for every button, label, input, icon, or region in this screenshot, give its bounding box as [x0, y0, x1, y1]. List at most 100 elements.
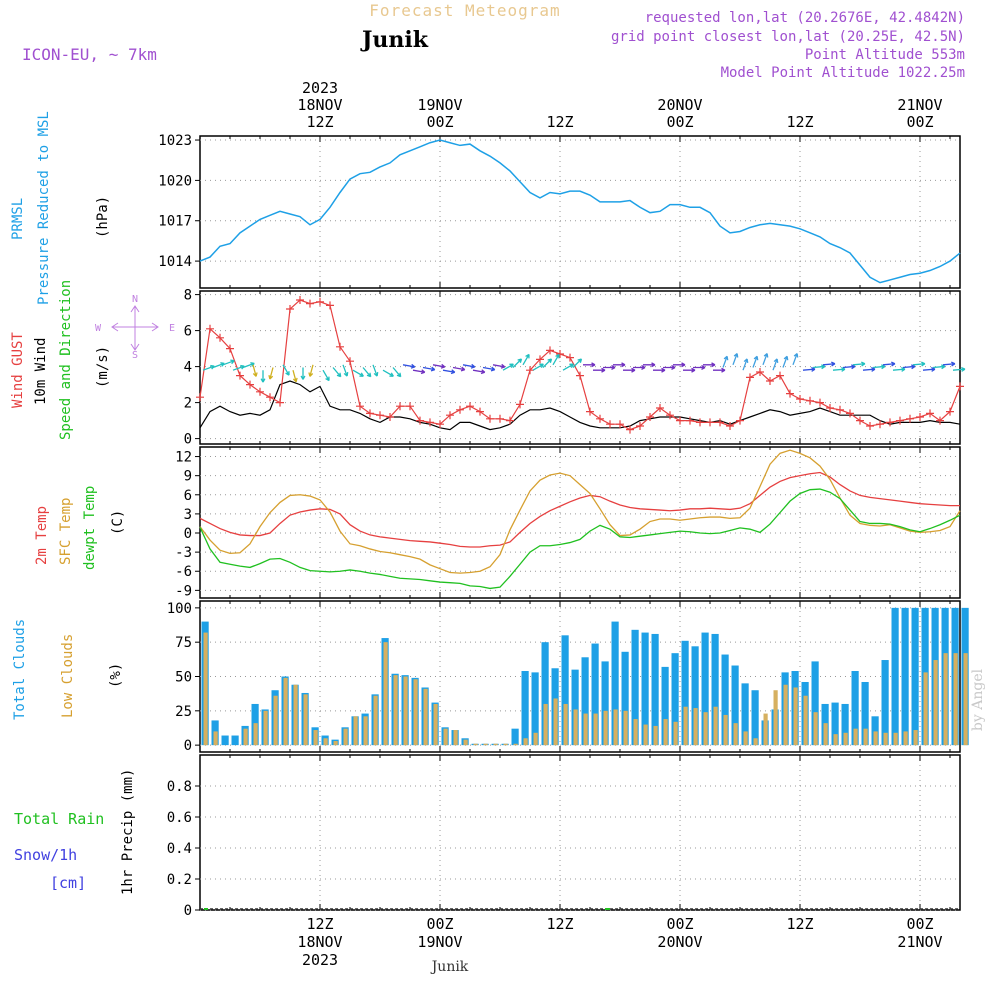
y-tick-label: 25	[175, 704, 192, 720]
bottom-time-label: 12Z	[786, 915, 813, 933]
gust-marker	[236, 371, 244, 380]
wind-direction-arrow	[392, 367, 402, 378]
gust-marker	[436, 420, 444, 429]
gust-marker	[956, 382, 964, 391]
panel-frame	[199, 754, 961, 911]
y-tick-label: 4	[184, 360, 192, 376]
gust-marker	[386, 413, 394, 421]
panel-frame	[199, 446, 961, 599]
wind-direction-arrow	[812, 364, 826, 370]
total-cloud-bar	[861, 681, 869, 746]
wind-direction-arrow	[643, 362, 656, 368]
gust-marker	[686, 416, 694, 425]
gust-marker	[626, 425, 634, 434]
wind-direction-arrow	[872, 364, 886, 370]
low-cloud-bar	[693, 708, 698, 746]
ylabel-sfc: SFC Temp	[58, 498, 74, 565]
total-cloud-bar	[741, 683, 749, 746]
y-tick-label: 1023	[158, 133, 192, 149]
wind-direction-arrow	[713, 367, 726, 373]
ylabel-snow: Snow/1h	[14, 846, 77, 864]
y-tick-label: 1020	[158, 173, 192, 189]
gust-marker	[496, 414, 504, 423]
low-cloud-bar	[303, 694, 308, 746]
gridpoint-coords: grid point closest lon,lat (20.25E, 42.5…	[611, 29, 965, 45]
low-cloud-bar	[363, 716, 368, 746]
wind-direction-arrow	[422, 366, 436, 372]
wind-direction-arrow	[300, 367, 306, 380]
credit-watermark: by Angel	[970, 668, 986, 731]
low-cloud-bar	[783, 684, 788, 746]
wind-direction-arrow	[782, 355, 789, 368]
wind-direction-arrow	[342, 364, 349, 377]
wind-direction-arrow	[402, 363, 416, 369]
low-cloud-bar	[583, 713, 588, 746]
wind-direction-arrow	[822, 361, 836, 367]
gust-marker	[566, 353, 574, 362]
low-cloud-bar	[603, 710, 608, 746]
low-cloud-bar	[543, 703, 548, 746]
wind-direction-arrow	[332, 367, 342, 378]
y-tick-label: -3	[175, 545, 192, 561]
wind-direction-arrow	[742, 358, 749, 371]
total-cloud-bar	[891, 607, 899, 746]
total-cloud-bar	[651, 633, 659, 746]
total-cloud-bar	[581, 657, 589, 746]
y-tick-label: 1017	[158, 214, 192, 230]
bottom-time-label: 19NOV	[417, 933, 462, 951]
wind-direction-arrow	[613, 362, 626, 368]
ylabel-low-clouds: Low Clouds	[60, 634, 76, 718]
low-cloud-bar	[953, 653, 958, 746]
low-cloud-bar	[323, 738, 328, 746]
gust-marker	[676, 416, 684, 425]
wind-direction-arrow	[772, 358, 779, 371]
total-cloud-bar	[591, 643, 599, 746]
low-cloud-bar	[793, 687, 798, 746]
wind-direction-arrow	[542, 358, 553, 368]
wind-direction-arrow	[482, 366, 496, 372]
gust-marker	[266, 393, 274, 402]
low-cloud-bar	[463, 739, 468, 746]
gust-marker	[576, 371, 584, 380]
ylabel-prmsl: PRMSL	[10, 198, 26, 240]
low-cloud-bar	[893, 732, 898, 746]
wind-direction-arrow	[292, 370, 298, 383]
low-cloud-bar	[943, 653, 948, 746]
wind-direction-arrow	[308, 364, 314, 377]
total-cloud-bar	[691, 646, 699, 746]
total-cloud-bar	[601, 661, 609, 746]
gust-marker	[816, 398, 824, 407]
low-cloud-bar	[743, 731, 748, 746]
low-cloud-bar	[733, 723, 738, 746]
wind-speed-line	[199, 380, 961, 431]
y-tick-label: 100	[167, 601, 192, 617]
panels-layer: 1014 1017 1020 1023 PRMSL Pressure Reduced to…	[10, 79, 969, 969]
compass-north: N	[132, 294, 138, 305]
y-tick-label: 1014	[158, 254, 192, 270]
wind-direction-arrow	[902, 364, 916, 370]
y-tick-label: -9	[175, 583, 192, 599]
low-cloud-bar	[253, 723, 258, 746]
wind-direction-arrow	[653, 367, 666, 373]
top-time-label: 19NOV	[417, 96, 462, 114]
gust-marker	[846, 409, 854, 418]
ylabel-wind: 10m Wind	[33, 338, 49, 405]
wind-direction-arrow	[232, 364, 245, 371]
wind-direction-arrow	[693, 365, 706, 370]
low-cloud-bar	[353, 716, 358, 746]
bottom-time-label: 00Z	[666, 915, 693, 933]
total-cloud-bar	[511, 728, 519, 746]
wind-direction-arrow	[260, 370, 266, 383]
y-tick-label: 75	[175, 635, 192, 651]
y-tick-label: 8	[184, 288, 192, 304]
low-cloud-bar	[563, 703, 568, 746]
wind-direction-arrow	[603, 365, 616, 370]
compass-rose	[111, 305, 159, 351]
wind-direction-arrow	[762, 353, 769, 366]
pressure-line	[199, 139, 961, 284]
wind-direction-arrow	[623, 367, 636, 373]
point-altitude: Point Altitude 553m	[805, 47, 965, 63]
wind-direction-arrow	[952, 366, 966, 372]
wind-direction-arrow	[322, 369, 330, 382]
